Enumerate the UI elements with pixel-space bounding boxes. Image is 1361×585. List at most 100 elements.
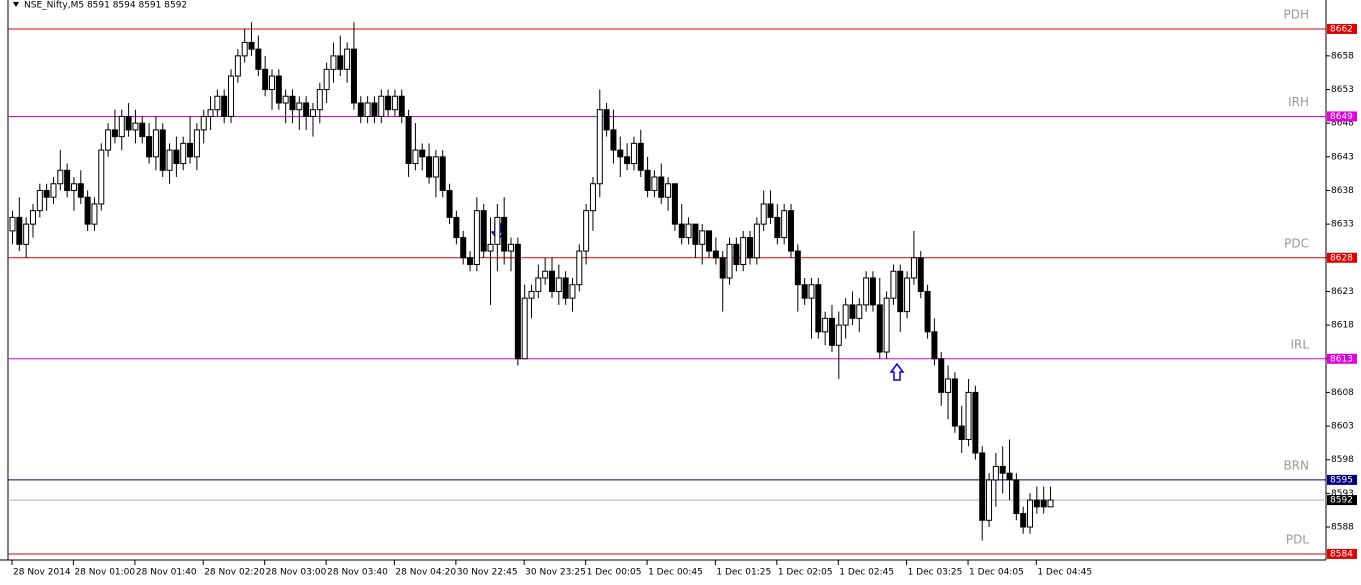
level-price-box bbox=[1327, 23, 1357, 34]
x-tick-label: 1 Dec 01:25 bbox=[716, 568, 771, 578]
candle-body bbox=[951, 378, 958, 427]
candle-body bbox=[70, 183, 77, 191]
menu-triangle bbox=[13, 2, 19, 7]
y-tick-label: 8643 bbox=[1331, 152, 1354, 162]
candle-body bbox=[432, 156, 439, 178]
candle-body bbox=[678, 223, 685, 239]
candle-body bbox=[528, 290, 535, 299]
candle-body bbox=[753, 223, 760, 259]
candle-body bbox=[596, 109, 603, 185]
candle-body bbox=[542, 270, 549, 279]
candle-body bbox=[794, 250, 801, 286]
candle-body bbox=[610, 129, 617, 151]
candle-body bbox=[835, 324, 842, 346]
candle-body bbox=[719, 257, 726, 279]
y-tick-label: 8633 bbox=[1331, 220, 1354, 230]
x-tick-label: 28 Nov 03:40 bbox=[327, 568, 388, 578]
candle-body bbox=[788, 210, 794, 252]
candle-body bbox=[385, 95, 392, 111]
candle-body bbox=[330, 55, 337, 70]
y-tick-label: 8653 bbox=[1331, 85, 1354, 95]
x-tick-label: 28 Nov 2014 bbox=[13, 568, 71, 578]
x-tick-label: 28 Nov 01:00 bbox=[74, 568, 135, 578]
candle-body bbox=[111, 129, 118, 138]
candle-body bbox=[9, 216, 16, 232]
candle-body bbox=[521, 297, 528, 360]
candle-body bbox=[494, 216, 501, 245]
x-tick-label: 1 Dec 00:45 bbox=[648, 568, 703, 578]
candle-body bbox=[733, 243, 740, 266]
candle-body bbox=[726, 243, 733, 279]
candle-body bbox=[637, 142, 644, 171]
candle-body bbox=[405, 115, 412, 165]
candle-body bbox=[16, 216, 23, 245]
candle-body bbox=[221, 95, 228, 117]
x-tick-label: 1 Dec 04:05 bbox=[969, 568, 1024, 578]
candle-body bbox=[1006, 472, 1013, 481]
candle-body bbox=[309, 109, 316, 117]
candle-body bbox=[760, 203, 767, 225]
candle-body bbox=[972, 391, 979, 454]
candle-body bbox=[712, 250, 719, 259]
candle-body bbox=[480, 210, 487, 252]
x-tick-label: 28 Nov 03:00 bbox=[266, 568, 327, 578]
y-tick-label: 8588 bbox=[1331, 523, 1354, 533]
candle-body bbox=[344, 48, 351, 70]
candle-body bbox=[931, 331, 938, 360]
y-tick-label: 8603 bbox=[1331, 422, 1354, 432]
candle-body bbox=[535, 277, 542, 292]
candle-body bbox=[958, 425, 965, 441]
candle-body bbox=[501, 216, 508, 252]
level-price-label: 8595 bbox=[1330, 475, 1353, 485]
candle-body bbox=[910, 257, 917, 279]
candle-body bbox=[50, 183, 57, 198]
candle-body bbox=[706, 230, 713, 252]
candle-body bbox=[856, 304, 863, 319]
level-name: IRL bbox=[1290, 337, 1309, 351]
candle-body bbox=[426, 156, 433, 178]
x-tick-label: 1 Dec 02:45 bbox=[839, 568, 894, 578]
candle-body bbox=[828, 317, 835, 346]
candle-body bbox=[1040, 499, 1047, 508]
candle-body bbox=[296, 102, 303, 111]
y-tick-label: 8623 bbox=[1331, 287, 1354, 297]
buy-arrow bbox=[889, 362, 905, 381]
candle-body bbox=[323, 68, 330, 91]
candle-body bbox=[658, 176, 665, 198]
candle-body bbox=[166, 149, 173, 171]
candle-body bbox=[350, 48, 357, 104]
candle-body bbox=[965, 391, 972, 441]
candle-body bbox=[29, 210, 36, 225]
candle-body bbox=[1033, 499, 1040, 508]
candle-body bbox=[651, 176, 658, 191]
candle-body bbox=[378, 95, 385, 117]
level-price-box bbox=[1327, 474, 1357, 485]
last-price-label: 8592 bbox=[1330, 496, 1353, 506]
y-tick-label: 8608 bbox=[1331, 388, 1354, 398]
candle-body bbox=[364, 102, 371, 117]
candle-body bbox=[132, 122, 139, 131]
x-tick-label: 28 Nov 01:40 bbox=[136, 568, 197, 578]
candle-body bbox=[876, 304, 883, 353]
last-price-box bbox=[1327, 495, 1357, 506]
candle-body bbox=[992, 465, 999, 481]
level-price-box bbox=[1327, 548, 1357, 559]
candle-body bbox=[118, 115, 125, 138]
candle-body bbox=[248, 41, 255, 50]
candle-body bbox=[419, 149, 426, 158]
candle-body bbox=[822, 317, 829, 333]
candle-body bbox=[467, 257, 474, 266]
candle-body bbox=[412, 149, 419, 165]
candle-body bbox=[303, 102, 310, 117]
candle-body bbox=[883, 297, 890, 353]
candle-body bbox=[665, 183, 672, 198]
candle-body bbox=[1013, 479, 1020, 515]
candle-body bbox=[671, 183, 678, 225]
candle-body bbox=[391, 95, 398, 111]
chart-title: NSE_Nifty,M5 8591 8594 8591 8592 bbox=[24, 1, 187, 11]
candle-body bbox=[289, 95, 296, 111]
x-tick-label: 1 Dec 00:05 bbox=[587, 568, 642, 578]
level-price-box bbox=[1327, 111, 1357, 122]
candle-body bbox=[228, 75, 235, 117]
